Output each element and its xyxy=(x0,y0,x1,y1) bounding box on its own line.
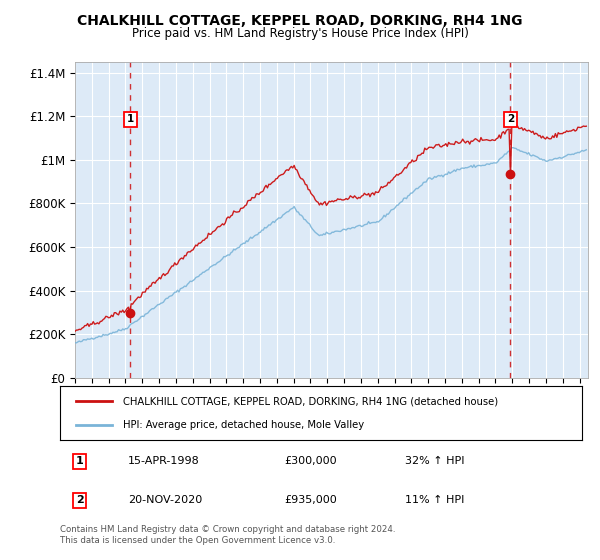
Text: Price paid vs. HM Land Registry's House Price Index (HPI): Price paid vs. HM Land Registry's House … xyxy=(131,27,469,40)
Text: 11% ↑ HPI: 11% ↑ HPI xyxy=(404,496,464,505)
Text: 15-APR-1998: 15-APR-1998 xyxy=(128,456,200,466)
Text: Contains HM Land Registry data © Crown copyright and database right 2024.
This d: Contains HM Land Registry data © Crown c… xyxy=(60,525,395,545)
Text: 1: 1 xyxy=(76,456,83,466)
Text: £300,000: £300,000 xyxy=(284,456,337,466)
Text: 1: 1 xyxy=(127,114,134,124)
Text: CHALKHILL COTTAGE, KEPPEL ROAD, DORKING, RH4 1NG: CHALKHILL COTTAGE, KEPPEL ROAD, DORKING,… xyxy=(77,14,523,28)
Text: £935,000: £935,000 xyxy=(284,496,337,505)
Text: 32% ↑ HPI: 32% ↑ HPI xyxy=(404,456,464,466)
Text: HPI: Average price, detached house, Mole Valley: HPI: Average price, detached house, Mole… xyxy=(122,419,364,430)
Text: 2: 2 xyxy=(76,496,83,505)
Text: CHALKHILL COTTAGE, KEPPEL ROAD, DORKING, RH4 1NG (detached house): CHALKHILL COTTAGE, KEPPEL ROAD, DORKING,… xyxy=(122,396,498,407)
Text: 2: 2 xyxy=(506,114,514,124)
Text: 20-NOV-2020: 20-NOV-2020 xyxy=(128,496,202,505)
